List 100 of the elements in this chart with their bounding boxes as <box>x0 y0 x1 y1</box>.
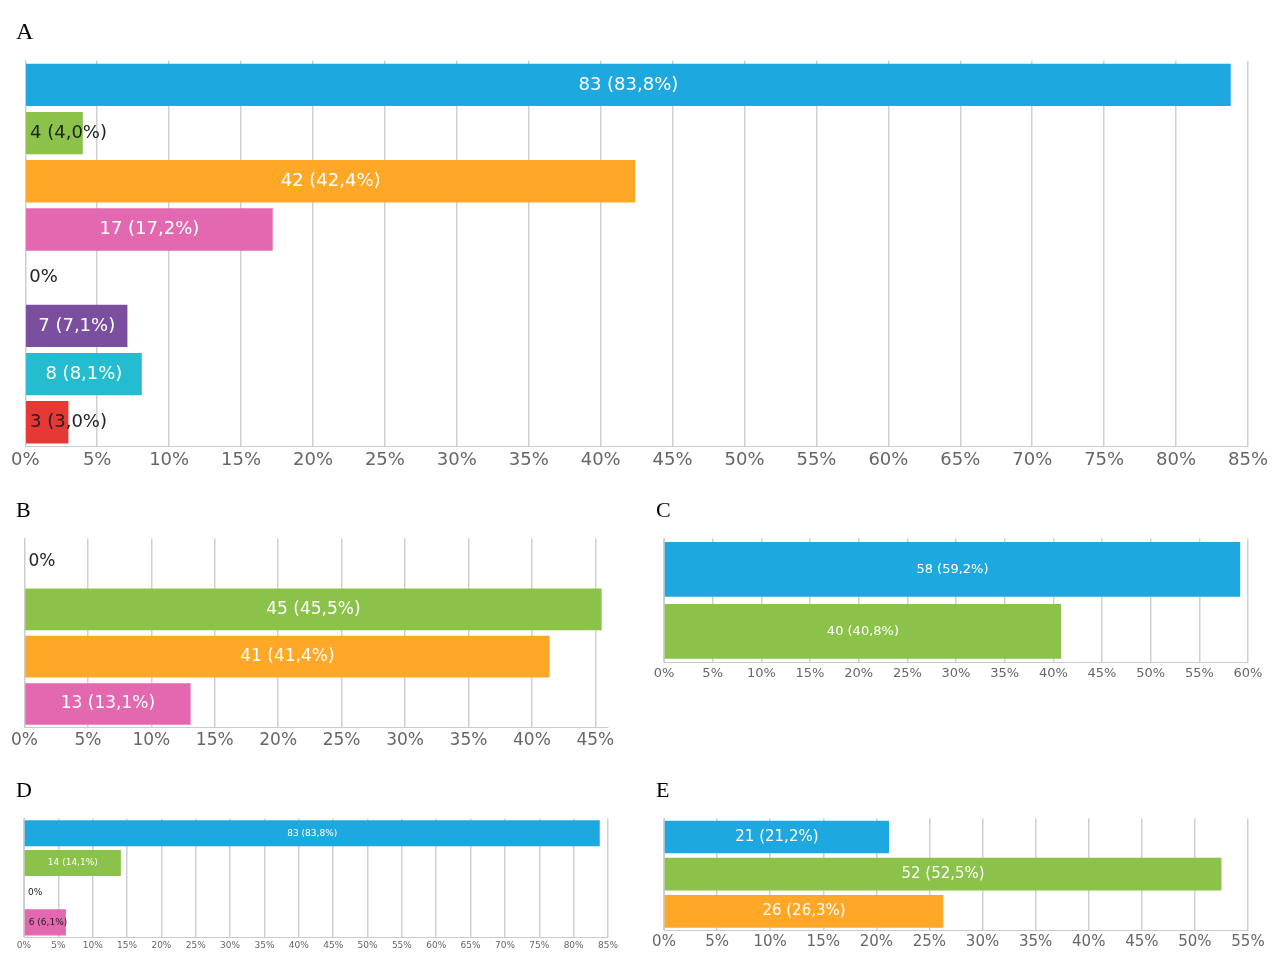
x-tick-label: 40% <box>1072 931 1106 950</box>
x-tick-label: 55% <box>1231 931 1265 950</box>
x-tick-label: 25% <box>185 939 207 950</box>
x-tick-label: 10% <box>149 447 190 469</box>
data-label: 83 (83,8%) <box>287 827 338 838</box>
x-tick-label: 30% <box>436 447 477 469</box>
x-tick-label: 45% <box>323 939 344 950</box>
x-tick-label: 50% <box>1136 664 1166 680</box>
x-tick-label: 10% <box>753 931 787 950</box>
x-tick-label: 25% <box>364 447 405 469</box>
bar <box>664 857 1222 891</box>
x-tick-label: 35% <box>254 939 275 950</box>
x-tick-label: 55% <box>796 447 837 469</box>
data-label: 0% <box>29 265 58 287</box>
data-label: 14 (14,1%) <box>47 857 98 868</box>
x-tick-label: 50% <box>1178 931 1212 950</box>
bar <box>26 160 636 203</box>
chart-title: B <box>16 496 31 522</box>
x-tick-label: 0% <box>652 931 676 950</box>
x-tick-label: 40% <box>288 939 310 950</box>
x-tick-label: 70% <box>1012 447 1053 469</box>
x-tick-label: 5% <box>702 664 723 680</box>
x-tick-label: 45% <box>1087 664 1117 680</box>
bar <box>26 63 1231 107</box>
x-tick-label: 25% <box>322 729 361 750</box>
data-label: 0% <box>28 550 56 571</box>
x-tick-label: 65% <box>460 939 482 950</box>
bar <box>664 820 890 854</box>
x-tick-label: 35% <box>449 729 488 750</box>
x-tick-label: 40% <box>580 447 621 469</box>
x-tick-label: 0% <box>653 664 675 680</box>
x-tick-label: 35% <box>990 664 1020 680</box>
x-tick-label: 65% <box>940 447 981 469</box>
x-tick-label: 20% <box>259 729 298 750</box>
x-tick-label: 20% <box>844 664 874 680</box>
x-tick-label: 10% <box>746 664 776 680</box>
chart-title: A <box>16 17 34 44</box>
data-label: 21 (21,2%) <box>735 826 819 845</box>
x-tick-label: 45% <box>576 729 615 750</box>
x-tick-label: 45% <box>652 447 693 469</box>
x-tick-label: 55% <box>391 939 413 950</box>
x-tick-label: 35% <box>1018 931 1053 950</box>
bar <box>26 208 273 251</box>
bar <box>664 895 944 928</box>
x-tick-label: 5% <box>705 931 729 950</box>
data-label: 13 (13,1%) <box>60 692 156 713</box>
bar <box>26 304 128 348</box>
x-tick-label: 5% <box>74 729 102 750</box>
x-tick-label: 15% <box>806 931 840 950</box>
x-tick-label: 0% <box>16 939 32 950</box>
x-tick-label: 15% <box>117 939 138 950</box>
data-label: 42 (42,4%) <box>280 168 381 190</box>
data-label: 17 (17,2%) <box>99 217 200 239</box>
x-tick-label: 0% <box>10 729 38 750</box>
x-tick-label: 10% <box>132 729 171 750</box>
x-tick-label: 25% <box>912 931 947 950</box>
bar <box>25 588 602 631</box>
data-label: 0% <box>28 886 43 897</box>
x-tick-label: 5% <box>82 447 112 469</box>
x-tick-label: 80% <box>563 939 585 950</box>
data-label: 8 (8,1%) <box>45 361 123 383</box>
x-tick-label: 5% <box>51 939 66 950</box>
bar <box>25 635 550 678</box>
x-tick-label: 35% <box>508 447 549 469</box>
x-tick-label: 55% <box>1184 664 1214 680</box>
x-tick-label: 75% <box>1084 447 1125 469</box>
x-tick-label: 75% <box>529 939 550 950</box>
x-tick-label: 60% <box>1233 664 1263 680</box>
x-tick-label: 15% <box>221 447 262 469</box>
x-tick-label: 40% <box>512 729 551 750</box>
x-tick-label: 45% <box>1125 931 1159 950</box>
x-tick-label: 60% <box>426 939 447 950</box>
bar <box>24 820 600 847</box>
x-tick-label: 85% <box>597 939 619 950</box>
x-tick-label: 30% <box>220 939 241 950</box>
chart-title: D <box>16 776 32 802</box>
data-label: 41 (41,4%) <box>240 645 335 666</box>
x-tick-label: 10% <box>82 939 104 950</box>
x-tick-label: 20% <box>292 447 333 469</box>
x-tick-label: 25% <box>892 664 922 680</box>
x-tick-label: 30% <box>386 729 424 750</box>
x-tick-label: 30% <box>941 664 971 680</box>
bar <box>26 352 142 396</box>
x-tick-label: 50% <box>357 939 378 950</box>
x-tick-label: 70% <box>494 939 516 950</box>
data-label: 7 (7,1%) <box>38 313 116 335</box>
chart-title: C <box>656 496 671 522</box>
x-tick-label: 30% <box>965 931 1000 950</box>
data-label: 26 (26,3%) <box>762 901 846 920</box>
x-tick-label: 80% <box>1156 447 1197 469</box>
x-tick-label: 60% <box>868 447 909 469</box>
x-tick-label: 20% <box>151 939 172 950</box>
x-tick-label: 20% <box>859 931 894 950</box>
data-label: 52 (52,5%) <box>901 864 985 883</box>
x-tick-label: 15% <box>795 664 825 680</box>
x-tick-label: 0% <box>11 447 40 469</box>
x-tick-label: 40% <box>1038 664 1068 680</box>
x-tick-label: 50% <box>724 447 765 469</box>
data-label: 45 (45,5%) <box>266 597 361 618</box>
bar <box>24 849 121 877</box>
